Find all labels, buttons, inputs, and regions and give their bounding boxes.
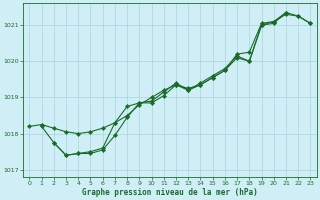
X-axis label: Graphe pression niveau de la mer (hPa): Graphe pression niveau de la mer (hPa)	[82, 188, 258, 197]
